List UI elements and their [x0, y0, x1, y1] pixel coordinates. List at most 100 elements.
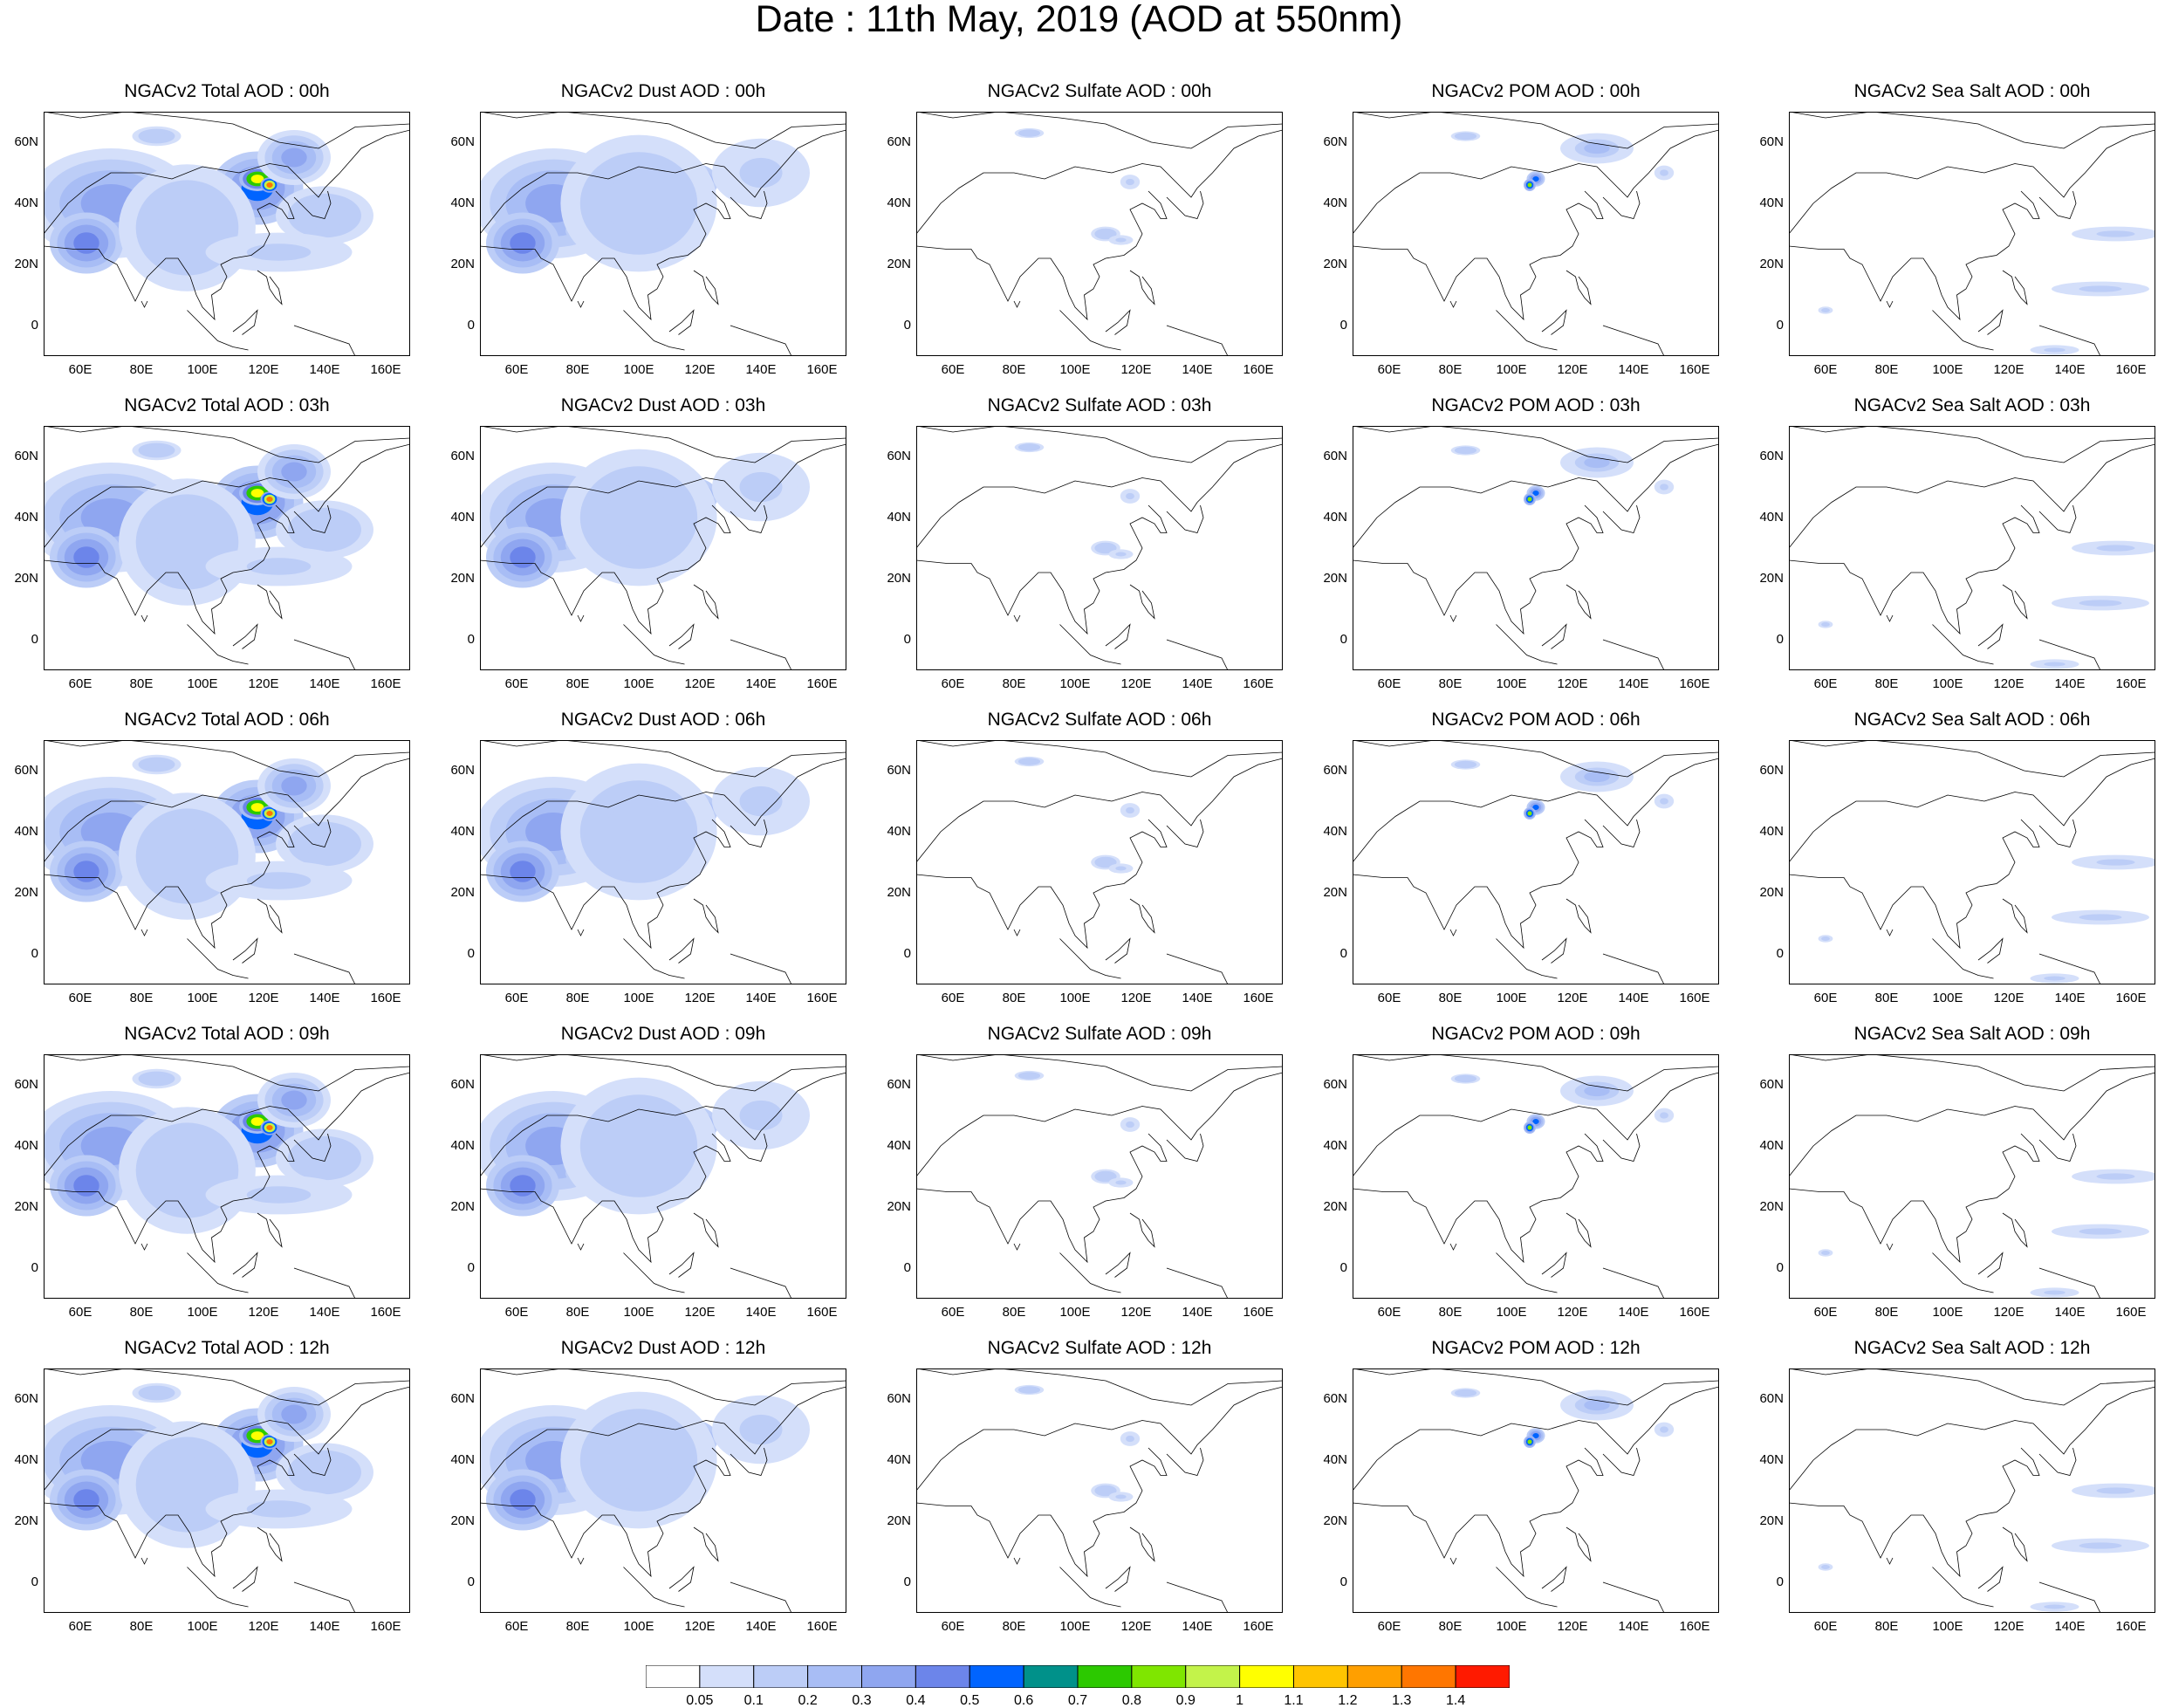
y-tick-label: 0 — [1776, 946, 1784, 961]
coastline — [1602, 504, 1641, 533]
aod-contour — [1660, 169, 1668, 176]
x-tick-label: 80E — [1002, 676, 1026, 691]
y-tick-label: 0 — [31, 318, 38, 333]
x-tick-label: 100E — [623, 991, 654, 1005]
coastline — [1013, 300, 1021, 308]
coastline — [1013, 1243, 1021, 1251]
aod-field — [480, 112, 846, 356]
y-tick-label: 20N — [450, 257, 475, 271]
coastline — [916, 1072, 1283, 1177]
aod-contour — [246, 1500, 312, 1518]
x-tick-label: 160E — [2115, 362, 2147, 377]
coastline — [730, 325, 792, 356]
coastline — [1602, 639, 1665, 670]
panel-title: NGACv2 Sulfate AOD : 03h — [987, 395, 1212, 415]
y-tick-label: 0 — [467, 318, 475, 333]
coastline — [1105, 937, 1131, 964]
colorbar-swatch — [1077, 1665, 1133, 1688]
coastline — [232, 309, 258, 335]
aod-contour — [1527, 1125, 1532, 1130]
coastline — [1353, 1133, 1604, 1264]
x-tick-label: 160E — [1679, 362, 1710, 377]
aod-contour — [281, 776, 307, 796]
coastline — [1602, 1581, 1665, 1613]
x-tick-label: 80E — [1874, 676, 1899, 691]
x-tick-label: 80E — [565, 991, 590, 1005]
colorbar-label: 0.2 — [798, 1693, 818, 1708]
x-tick-label: 100E — [1059, 991, 1091, 1005]
y-tick-label: 40N — [14, 510, 38, 525]
aod-contour — [1821, 936, 1830, 941]
aod-contour — [1821, 308, 1830, 312]
aod-field — [916, 740, 1283, 984]
aod-contour — [739, 1414, 783, 1445]
x-tick-label: 120E — [684, 1619, 716, 1634]
coastline — [257, 270, 283, 305]
coastline — [1059, 938, 1121, 979]
coastline — [1789, 740, 2155, 778]
aod-contour — [2096, 859, 2135, 866]
x-tick-label: 120E — [684, 1305, 716, 1320]
coastline — [44, 740, 410, 778]
coastline — [44, 819, 295, 950]
panel-title: NGACv2 Total AOD : 09h — [124, 1024, 330, 1044]
aod-contour — [1584, 1399, 1610, 1411]
map-panel — [1789, 1368, 2155, 1613]
coastline — [1166, 190, 1204, 219]
aod-contour — [1459, 762, 1472, 767]
y-tick-label: 0 — [1339, 318, 1347, 333]
x-tick-label: 140E — [1182, 1305, 1213, 1320]
aod-contour — [73, 1175, 99, 1197]
map-panel — [480, 740, 846, 984]
y-tick-label: 40N — [1323, 195, 1347, 210]
x-tick-label: 80E — [129, 1305, 154, 1320]
aod-field — [1353, 1054, 1719, 1299]
aod-contour — [266, 1438, 273, 1445]
y-tick-label: 0 — [467, 1574, 475, 1589]
y-tick-label: 0 — [1776, 632, 1784, 647]
panel-title: NGACv2 Sulfate AOD : 12h — [987, 1338, 1212, 1358]
aod-contour — [1099, 545, 1113, 552]
coastline — [1789, 819, 2040, 950]
y-tick-label: 60N — [887, 134, 911, 149]
coastline — [480, 819, 731, 950]
aod-contour — [2079, 285, 2122, 292]
x-tick-label: 140E — [309, 676, 340, 691]
coastline — [1166, 1581, 1229, 1613]
coastline — [140, 1557, 148, 1565]
map-panel — [916, 1368, 1283, 1613]
coastline — [1932, 624, 1994, 665]
x-tick-label: 120E — [1120, 362, 1152, 377]
coastline — [293, 190, 332, 219]
coastline — [187, 624, 249, 665]
coastline — [2038, 639, 2101, 670]
coastline — [1013, 929, 1021, 936]
colorbar-label: 0.1 — [743, 1693, 764, 1708]
coastline — [730, 1133, 768, 1162]
map-panel — [44, 426, 410, 670]
aod-contour — [1527, 182, 1532, 188]
y-tick-label: 0 — [467, 632, 475, 647]
coastline — [1013, 614, 1021, 622]
y-tick-label: 40N — [887, 510, 911, 525]
x-tick-label: 160E — [1679, 991, 1710, 1005]
aod-contour — [281, 147, 307, 168]
coastline — [1886, 614, 1894, 622]
coastline — [1105, 309, 1131, 335]
aod-contour — [1660, 1426, 1668, 1433]
x-tick-label: 80E — [1002, 1619, 1026, 1634]
colorbar-label: 0.3 — [852, 1693, 872, 1708]
coastline — [1602, 1133, 1641, 1162]
colorbar-swatch — [1131, 1665, 1187, 1688]
aod-contour — [73, 861, 99, 882]
coastline — [293, 325, 356, 356]
y-tick-label: 20N — [14, 885, 38, 900]
x-tick-label: 60E — [1377, 991, 1401, 1005]
x-tick-label: 100E — [187, 362, 218, 377]
coastline — [916, 129, 1283, 235]
x-tick-label: 100E — [187, 1305, 218, 1320]
coastline — [1166, 325, 1229, 356]
coastline — [1789, 504, 2040, 635]
aod-contour — [2096, 1173, 2135, 1180]
y-tick-label: 20N — [14, 1199, 38, 1214]
